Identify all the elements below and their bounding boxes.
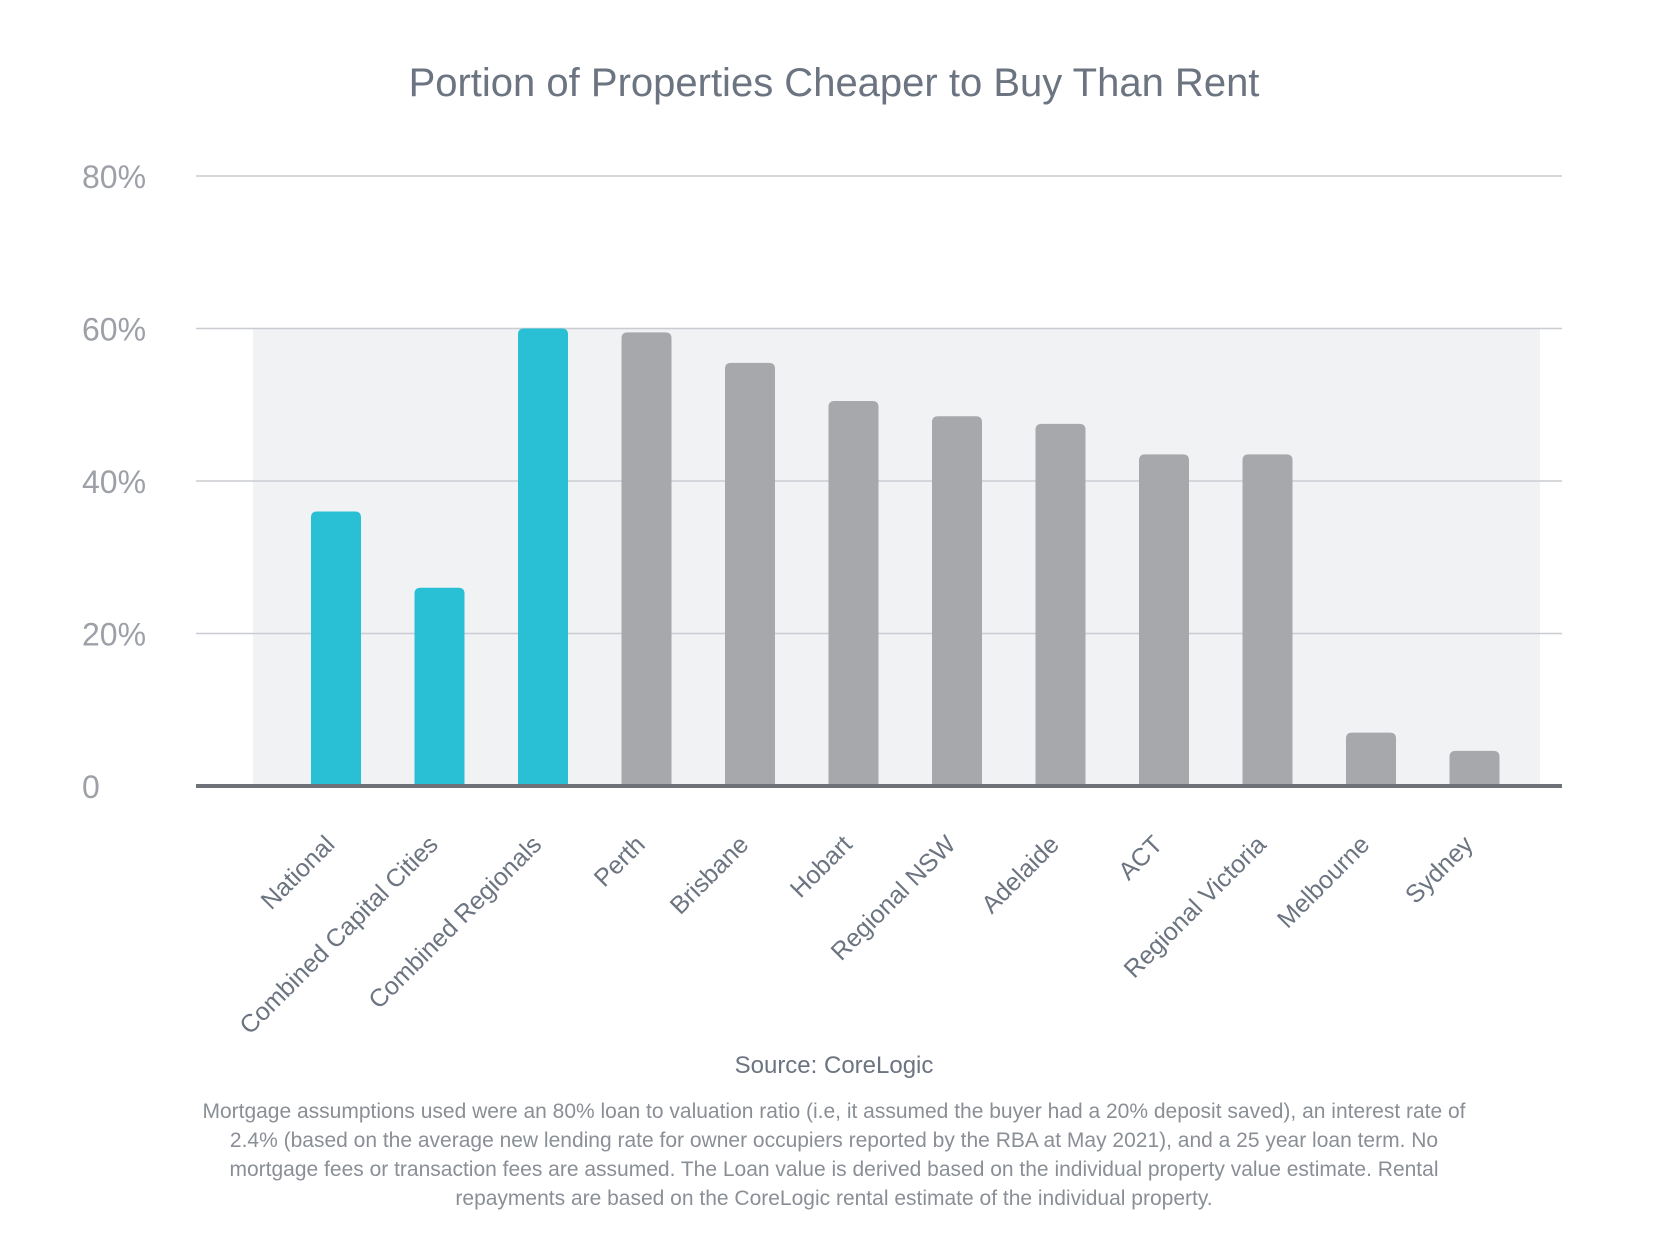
bar-adelaide	[1035, 423, 1086, 786]
category-label-sydney: Sydney	[1400, 830, 1479, 909]
shaded-band	[253, 328, 1540, 786]
bar-melbourne	[1346, 732, 1396, 786]
y-tick-label-20: 20%	[82, 617, 146, 653]
bar-perth	[621, 332, 672, 786]
category-label-combined-capital-cities: Combined Capital Cities	[234, 830, 443, 1039]
bar-layer	[311, 328, 1500, 786]
shaded-band-layer	[253, 328, 1540, 786]
bar-hobart	[828, 400, 879, 786]
bar-sydney	[1449, 750, 1500, 786]
category-label-adelaide: Adelaide	[976, 830, 1065, 919]
y-tick-label-60: 60%	[82, 312, 146, 348]
bar-national	[311, 511, 361, 786]
bar-combined-capital-cities	[414, 587, 465, 786]
bar-combined-regionals	[518, 328, 568, 786]
category-label-combined-regionals: Combined Regionals	[363, 830, 547, 1014]
bar-chart: Portion of Properties Cheaper to Buy Tha…	[82, 61, 1562, 1040]
y-tick-label-40: 40%	[82, 464, 146, 500]
category-label-melbourne: Melbourne	[1272, 830, 1375, 933]
chart-title: Portion of Properties Cheaper to Buy Tha…	[409, 61, 1260, 105]
bar-regional-victoria	[1242, 454, 1293, 786]
category-label-brisbane: Brisbane	[665, 830, 755, 920]
source-caption: Source: CoreLogic	[734, 1052, 934, 1079]
y-tick-label-80: 80%	[82, 159, 146, 195]
bar-regional-nsw	[932, 416, 982, 786]
category-label-national: National	[256, 830, 341, 915]
bar-brisbane	[725, 362, 775, 786]
category-label-act: ACT	[1113, 830, 1168, 885]
y-tick-label-0: 0	[82, 769, 100, 805]
bar-act	[1139, 454, 1189, 786]
category-label-perth: Perth	[589, 830, 651, 892]
methodology-footnote: Mortgage assumptions used were an 80% lo…	[202, 1100, 1466, 1210]
y-tick-layer: 0 20% 40% 60% 80%	[82, 159, 146, 805]
category-label-hobart: Hobart	[785, 830, 858, 903]
